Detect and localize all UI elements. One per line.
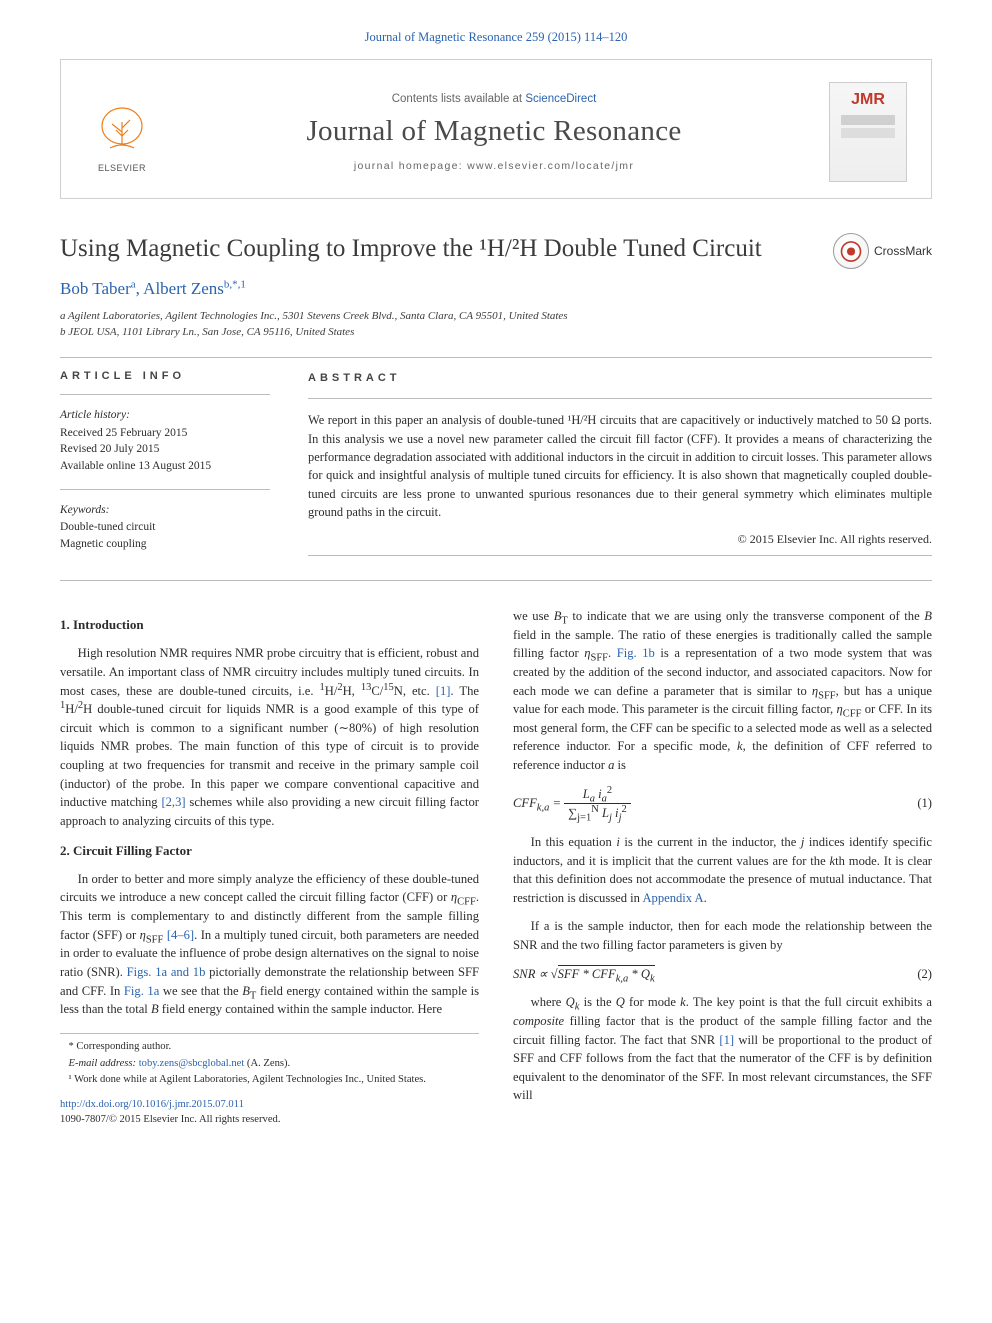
footnote-1: ¹ Work done while at Agilent Laboratorie… [60, 1073, 479, 1088]
ref-link[interactable]: [2,3] [161, 795, 185, 809]
article-history: Article history: Received 25 February 20… [60, 407, 270, 475]
abstract-text: We report in this paper an analysis of d… [308, 411, 932, 521]
footnote-email: E-mail address: toby.zens@sbcglobal.net … [60, 1057, 479, 1072]
section-heading-intro: 1. Introduction [60, 615, 479, 634]
email-link[interactable]: toby.zens@sbcglobal.net [139, 1058, 245, 1069]
email-person: (A. Zens). [244, 1058, 290, 1069]
contents-line: Contents lists available at ScienceDirec… [181, 93, 807, 105]
equation-2-number: (2) [904, 965, 932, 984]
equation-2-body: SNR ∝ √SFF * CFFk,a * Qk [513, 965, 894, 984]
affiliation-b: b JEOL USA, 1101 Library Ln., San Jose, … [60, 325, 932, 341]
keyword: Magnetic coupling [60, 536, 270, 553]
affiliation-a: a Agilent Laboratories, Agilent Technolo… [60, 309, 932, 325]
divider [60, 489, 270, 490]
article-info-column: ARTICLE INFO Article history: Received 2… [60, 370, 270, 568]
footnotes: * Corresponding author. E-mail address: … [60, 1033, 479, 1128]
history-label: Article history: [60, 407, 270, 424]
elsevier-logo: ELSEVIER [85, 91, 159, 173]
cff-paragraph-2: we use BT to indicate that we are using … [513, 607, 932, 775]
doi-block: http://dx.doi.org/10.1016/j.jmr.2015.07.… [60, 1098, 479, 1128]
divider [60, 357, 932, 358]
history-online: Available online 13 August 2015 [60, 458, 270, 475]
publisher-name: ELSEVIER [98, 163, 146, 173]
section-heading-cff: 2. Circuit Filling Factor [60, 841, 479, 860]
ref-link[interactable]: [4–6] [167, 928, 194, 942]
article-info-label: ARTICLE INFO [60, 370, 270, 382]
divider [308, 398, 932, 399]
keywords-label: Keywords: [60, 502, 270, 519]
intro-paragraph: High resolution NMR requires NMR probe c… [60, 644, 479, 830]
crossmark-label: CrossMark [874, 244, 932, 258]
abstract-column: ABSTRACT We report in this paper an anal… [308, 370, 932, 568]
equation-1-number: (1) [904, 794, 932, 813]
doi-link[interactable]: http://dx.doi.org/10.1016/j.jmr.2015.07.… [60, 1099, 244, 1110]
fig-link[interactable]: Fig. 1a [124, 984, 159, 998]
equation-2: SNR ∝ √SFF * CFFk,a * Qk (2) [513, 965, 932, 984]
appendix-link[interactable]: Appendix A [642, 891, 703, 905]
masthead-center: Contents lists available at ScienceDirec… [181, 93, 807, 172]
divider [60, 394, 270, 395]
top-citation: Journal of Magnetic Resonance 259 (2015)… [60, 30, 932, 45]
journal-cover-abbr: JMR [851, 91, 885, 109]
keyword: Double-tuned circuit [60, 519, 270, 536]
crossmark-icon: ⦿ [833, 233, 869, 269]
abstract-copyright: © 2015 Elsevier Inc. All rights reserved… [308, 531, 932, 549]
body-columns: 1. Introduction High resolution NMR requ… [60, 607, 932, 1128]
sciencedirect-link[interactable]: ScienceDirect [525, 93, 596, 105]
cff-paragraph-3: In this equation i is the current in the… [513, 833, 932, 908]
elsevier-tree-icon [92, 102, 152, 160]
cover-strip-icon [841, 115, 894, 125]
fig-link[interactable]: Fig. 1b [617, 646, 655, 660]
issn-copyright: 1090-7807/© 2015 Elsevier Inc. All right… [60, 1113, 479, 1128]
divider [308, 555, 932, 556]
email-label: E-mail address: [68, 1058, 138, 1069]
abstract-label: ABSTRACT [308, 370, 932, 386]
paper-title: Using Magnetic Coupling to Improve the ¹… [60, 233, 815, 264]
homepage-url[interactable]: www.elsevier.com/locate/jmr [467, 160, 634, 172]
cff-paragraph-5: where Qk is the Q for mode k. The key po… [513, 993, 932, 1105]
contents-line-prefix: Contents lists available at [392, 93, 526, 105]
cff-paragraph-4: If a is the sample inductor, then for ea… [513, 917, 932, 954]
journal-masthead: ELSEVIER Contents lists available at Sci… [60, 59, 932, 199]
crossmark-badge[interactable]: ⦿ CrossMark [833, 233, 932, 269]
ref-link[interactable]: [1] [436, 684, 451, 698]
authors: Bob Tabera, Albert Zensb,*,1 [60, 279, 932, 299]
history-received: Received 25 February 2015 [60, 425, 270, 442]
history-revised: Revised 20 July 2015 [60, 441, 270, 458]
fig-link[interactable]: Figs. 1a and 1b [127, 965, 206, 979]
journal-homepage: journal homepage: www.elsevier.com/locat… [181, 160, 807, 172]
ref-link[interactable]: [1] [719, 1033, 734, 1047]
homepage-prefix: journal homepage: [354, 160, 467, 172]
footnote-corresponding: * Corresponding author. [60, 1040, 479, 1055]
journal-cover-thumbnail: JMR [829, 82, 907, 182]
keywords-block: Keywords: Double-tuned circuit Magnetic … [60, 502, 270, 553]
equation-1: CFFk,a = La ia2 ∑j=1N Lj ij2 (1) [513, 785, 932, 823]
divider [60, 580, 932, 581]
cover-strip-icon [841, 128, 894, 138]
journal-name: Journal of Magnetic Resonance [181, 115, 807, 148]
equation-1-body: CFFk,a = La ia2 ∑j=1N Lj ij2 [513, 785, 894, 823]
cff-paragraph-1: In order to better and more simply analy… [60, 870, 479, 1019]
affiliations: a Agilent Laboratories, Agilent Technolo… [60, 309, 932, 341]
